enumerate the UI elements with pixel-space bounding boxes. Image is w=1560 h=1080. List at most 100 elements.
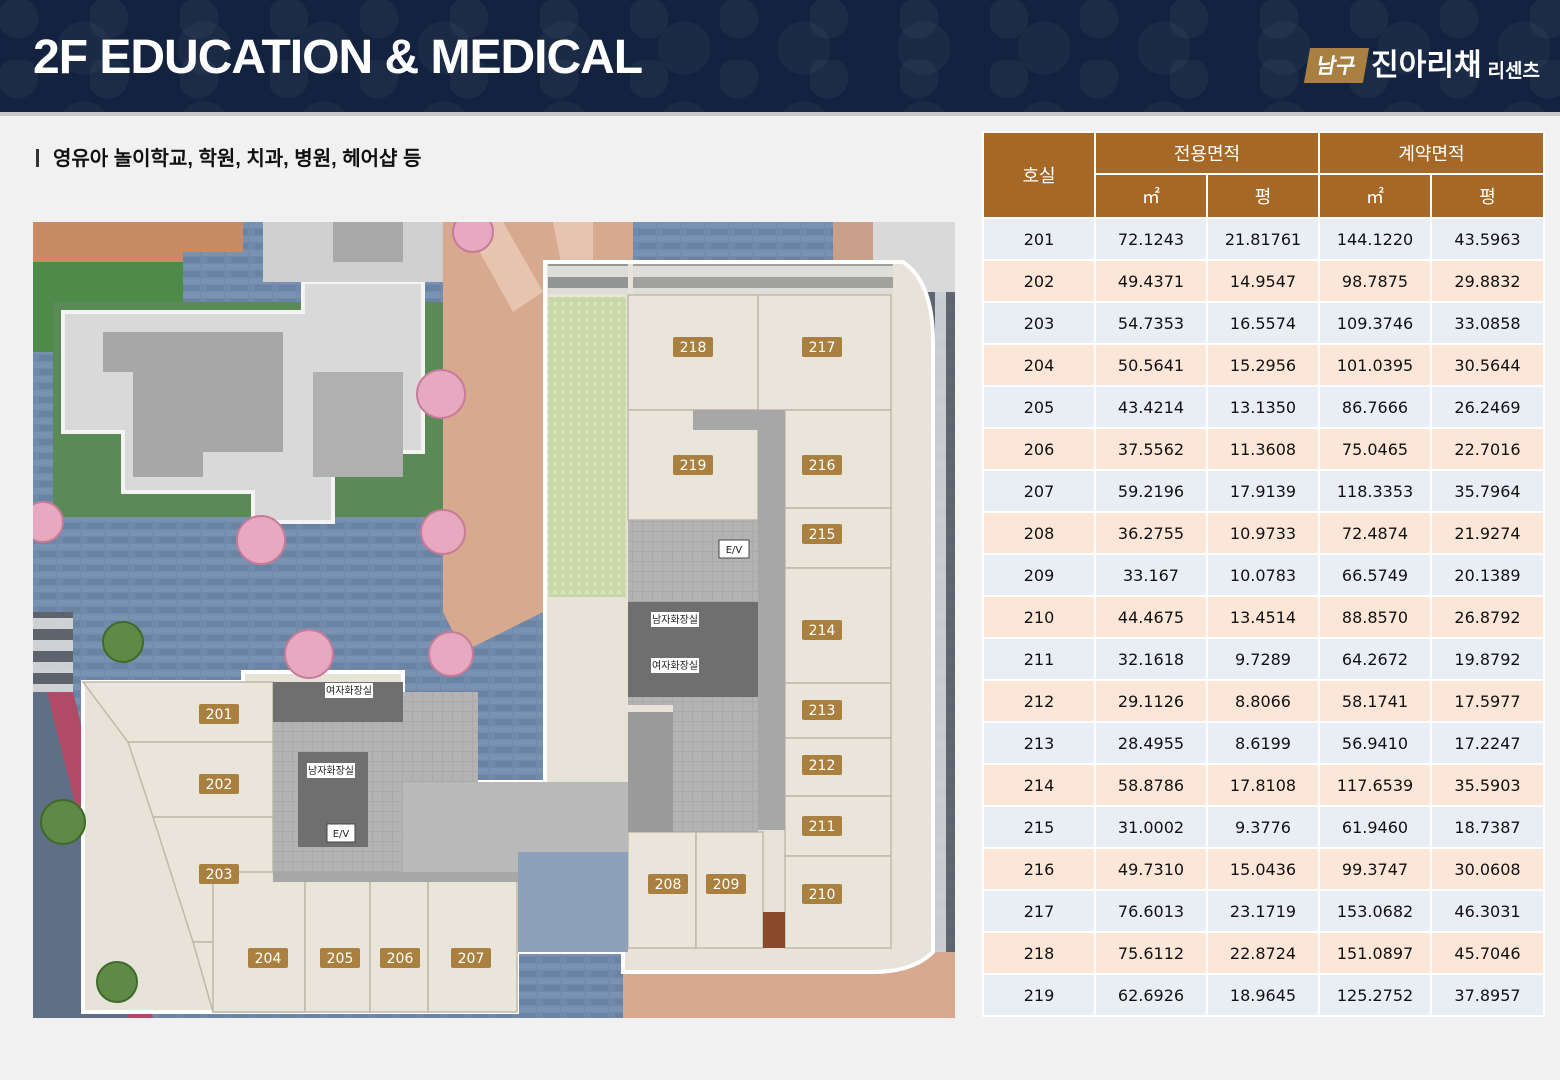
header-exclusive-sqm: ㎡ [1094,173,1208,219]
cell-exclusive-sqm: 72.1243 [1094,217,1208,261]
logo-main-text: 진아리채 [1371,48,1482,83]
svg-text:216: 216 [809,458,836,474]
room-tag-203: 203 [199,864,239,884]
cell-exclusive-pyeong: 9.3776 [1206,805,1320,849]
cell-contract-pyeong: 29.8832 [1430,259,1545,303]
cell-contract-pyeong: 35.5903 [1430,763,1545,807]
room-tag-219: 219 [673,455,713,475]
cell-room: 211 [982,637,1096,681]
cell-room: 219 [982,973,1096,1017]
svg-text:206: 206 [387,951,414,967]
cell-exclusive-sqm: 43.4214 [1094,385,1208,429]
header-exclusive-pyeong: 평 [1206,173,1320,219]
floor-plan-drawing: 201 202 203 204 205 206 207 208 209 210 … [33,222,955,1018]
cell-exclusive-pyeong: 10.9733 [1206,511,1320,555]
cell-contract-sqm: 86.7666 [1318,385,1432,429]
svg-text:205: 205 [327,951,354,967]
svg-text:210: 210 [809,887,836,903]
svg-text:204: 204 [255,951,282,967]
cell-contract-sqm: 153.0682 [1318,889,1432,933]
svg-text:218: 218 [680,340,707,356]
cell-contract-sqm: 118.3353 [1318,469,1432,513]
cell-contract-sqm: 151.0897 [1318,931,1432,975]
cell-exclusive-sqm: 50.5641 [1094,343,1208,387]
header-contract-sqm: ㎡ [1318,173,1432,219]
svg-text:215: 215 [809,527,836,543]
cell-exclusive-pyeong: 23.1719 [1206,889,1320,933]
room-tag-204: 204 [248,948,288,968]
cell-room: 204 [982,343,1096,387]
cell-exclusive-sqm: 62.6926 [1094,973,1208,1017]
cell-exclusive-pyeong: 13.1350 [1206,385,1320,429]
room-tag-207: 207 [451,948,491,968]
cell-exclusive-sqm: 32.1618 [1094,637,1208,681]
svg-text:209: 209 [713,877,740,893]
tree-icons [33,222,494,679]
cell-exclusive-pyeong: 14.9547 [1206,259,1320,303]
mens-restroom-label-north: 남자화장실 [652,614,698,626]
room-tag-210: 210 [802,884,842,904]
svg-text:219: 219 [680,458,707,474]
cell-exclusive-pyeong: 8.6199 [1206,721,1320,765]
cell-contract-pyeong: 17.2247 [1430,721,1545,765]
table-row: 203 54.7353 16.5574 109.3746 33.0858 [982,301,1545,345]
cell-contract-sqm: 56.9410 [1318,721,1432,765]
cell-exclusive-pyeong: 10.0783 [1206,553,1320,597]
page-title: 2F EDUCATION & MEDICAL [33,31,643,84]
cell-exclusive-sqm: 59.2196 [1094,469,1208,513]
cell-contract-pyeong: 30.5644 [1430,343,1545,387]
room-tag-205: 205 [320,948,360,968]
womens-restroom-label-west: 여자화장실 [326,685,372,697]
room-tag-211: 211 [802,816,842,836]
cell-exclusive-sqm: 37.5562 [1094,427,1208,471]
logo-badge: 남구 [1303,48,1369,83]
cell-exclusive-pyeong: 21.81761 [1206,217,1320,261]
floor-description: 영유아 놀이학교, 학원, 치과, 병원, 헤어샵 등 [36,142,421,171]
cell-contract-pyeong: 46.3031 [1430,889,1545,933]
cell-exclusive-sqm: 54.7353 [1094,301,1208,345]
cell-room: 213 [982,721,1096,765]
cell-contract-sqm: 61.9460 [1318,805,1432,849]
table-row: 215 31.0002 9.3776 61.9460 18.7387 [982,805,1545,849]
table-row: 210 44.4675 13.4514 88.8570 26.8792 [982,595,1545,639]
table-row: 204 50.5641 15.2956 101.0395 30.5644 [982,343,1545,387]
table-row: 219 62.6926 18.9645 125.2752 37.8957 [982,973,1545,1017]
cell-exclusive-sqm: 49.4371 [1094,259,1208,303]
table-row: 214 58.8786 17.8108 117.6539 35.5903 [982,763,1545,807]
cell-contract-sqm: 88.8570 [1318,595,1432,639]
cell-exclusive-pyeong: 17.8108 [1206,763,1320,807]
cell-exclusive-pyeong: 22.8724 [1206,931,1320,975]
cell-contract-pyeong: 45.7046 [1430,931,1545,975]
cell-contract-pyeong: 30.0608 [1430,847,1545,891]
cell-contract-sqm: 144.1220 [1318,217,1432,261]
svg-text:212: 212 [809,758,836,774]
area-table: 호실 전용면적 계약면적 ㎡ 평 ㎡ 평 201 72.1243 21.81761 1… [982,131,1545,1017]
cell-contract-pyeong: 26.8792 [1430,595,1545,639]
table-row: 206 37.5562 11.3608 75.0465 22.7016 [982,427,1545,471]
cell-exclusive-sqm: 44.4675 [1094,595,1208,639]
cell-contract-pyeong: 22.7016 [1430,427,1545,471]
cell-exclusive-sqm: 75.6112 [1094,931,1208,975]
header-room: 호실 [982,131,1096,219]
cell-contract-sqm: 64.2672 [1318,637,1432,681]
cell-room: 209 [982,553,1096,597]
svg-text:201: 201 [206,707,233,723]
table-row: 213 28.4955 8.6199 56.9410 17.2247 [982,721,1545,765]
cell-exclusive-sqm: 28.4955 [1094,721,1208,765]
room-tag-213: 213 [802,700,842,720]
cell-exclusive-sqm: 58.8786 [1094,763,1208,807]
cell-contract-pyeong: 17.5977 [1430,679,1545,723]
cell-contract-pyeong: 20.1389 [1430,553,1545,597]
cell-exclusive-sqm: 33.167 [1094,553,1208,597]
elevator-label-north: E/V [726,545,743,556]
cell-exclusive-sqm: 36.2755 [1094,511,1208,555]
cell-contract-sqm: 117.6539 [1318,763,1432,807]
cell-room: 203 [982,301,1096,345]
cell-exclusive-pyeong: 15.2956 [1206,343,1320,387]
womens-restroom-label-north: 여자화장실 [652,660,698,672]
room-tag-216: 216 [802,455,842,475]
cell-room: 216 [982,847,1096,891]
header-contract-area: 계약면적 [1318,131,1545,175]
room-tag-218: 218 [673,337,713,357]
cell-exclusive-pyeong: 8.8066 [1206,679,1320,723]
